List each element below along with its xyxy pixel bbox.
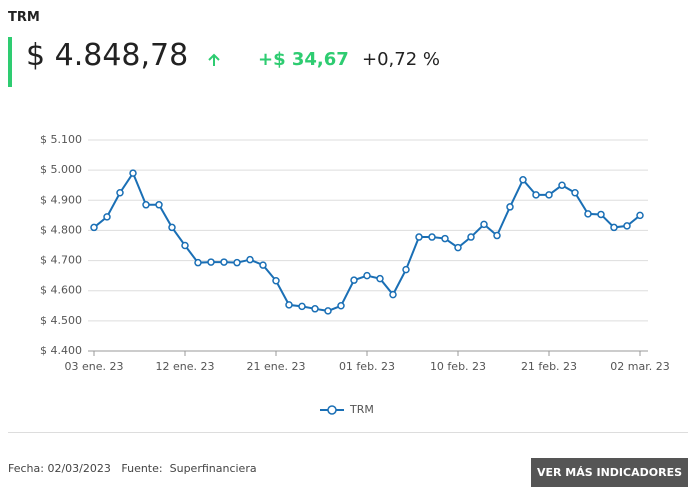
point — [311, 305, 319, 313]
point — [597, 210, 605, 219]
point — [532, 191, 540, 199]
x-tick-label: 01 feb. 23 — [339, 360, 395, 373]
point — [350, 276, 358, 284]
x-tick-label: 03 ene. 23 — [65, 360, 124, 373]
y-tick-label: $ 4.800 — [40, 223, 82, 236]
point — [220, 258, 228, 266]
chart: $ 4.400 $ 4.500 $ 4.600 $ 4.700 $ 4.800 $ 4.9… — [40, 133, 670, 416]
point — [480, 220, 488, 229]
x-tick-label: 21 ene. 23 — [247, 360, 306, 373]
change: +$ 34,67 — [258, 49, 349, 70]
divider — [8, 432, 688, 433]
x-tick-label: 10 feb. 23 — [430, 360, 486, 373]
date: 02/03/2023 — [47, 462, 111, 475]
point — [623, 222, 631, 230]
point — [285, 301, 293, 309]
x-tick-label: 21 feb. 23 — [521, 360, 577, 373]
point — [168, 223, 176, 232]
price: $ 4.848,78 — [26, 38, 189, 73]
point — [519, 176, 527, 184]
point — [207, 258, 215, 266]
more-button[interactable]: VER MÁS INDICADORES — [531, 458, 688, 487]
y-tick-label: $ 4.400 — [40, 344, 82, 357]
y-tick-label: $ 4.700 — [40, 254, 82, 267]
footer-info: Fecha: 02/03/2023 Fuente: Superfinancier… — [8, 462, 257, 475]
up-arrow — [208, 53, 220, 66]
x-tick-label: 12 ene. 23 — [156, 360, 215, 373]
point — [246, 255, 254, 264]
point — [389, 290, 397, 299]
point — [363, 271, 371, 280]
source: Superfinanciera — [169, 462, 257, 475]
point — [467, 233, 475, 241]
accent-bar — [8, 37, 12, 87]
point — [155, 201, 163, 209]
point — [103, 213, 111, 221]
point — [181, 241, 189, 250]
point — [441, 234, 449, 243]
point — [506, 203, 514, 211]
point — [558, 181, 566, 189]
point — [142, 201, 150, 209]
point — [454, 243, 462, 252]
percent: +0,72 % — [362, 49, 440, 70]
date-label: Fecha: — [8, 462, 44, 475]
point — [233, 258, 241, 267]
point — [493, 231, 501, 240]
point — [337, 302, 345, 310]
point — [272, 277, 280, 285]
point — [129, 169, 137, 177]
legend-marker — [327, 405, 337, 415]
point — [428, 233, 436, 241]
x-tick-label: 02 mar. 23 — [610, 360, 669, 373]
point — [545, 191, 553, 199]
y-tick-label: $ 5.100 — [40, 133, 82, 146]
y-tick-label: $ 4.600 — [40, 284, 82, 297]
point — [116, 189, 124, 197]
point — [298, 302, 306, 311]
point — [194, 258, 202, 267]
y-tick-label: $ 4.500 — [40, 314, 82, 327]
y-tick-label: $ 4.900 — [40, 193, 82, 206]
y-tick-label: $ 5.000 — [40, 163, 82, 176]
point — [584, 210, 592, 218]
point — [259, 261, 267, 269]
point — [571, 189, 579, 197]
point — [90, 223, 98, 232]
point — [415, 233, 423, 241]
point — [324, 307, 332, 315]
point — [402, 265, 410, 274]
source-label: Fuente: — [121, 462, 163, 475]
legend-label: TRM — [349, 403, 374, 416]
point — [636, 211, 644, 220]
point — [610, 223, 618, 232]
point — [376, 274, 384, 283]
widget-title: TRM — [8, 10, 40, 25]
